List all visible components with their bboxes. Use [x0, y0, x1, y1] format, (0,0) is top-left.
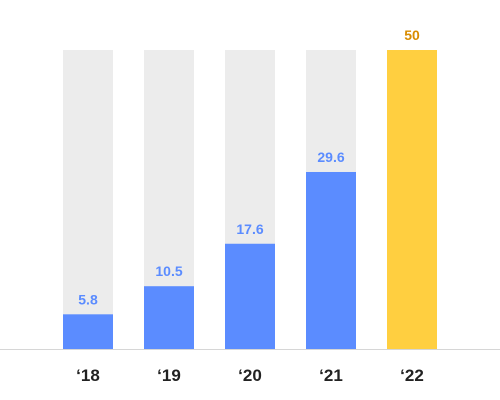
value-labels: 5.8 10.5 17.6 29.6 50 [78, 27, 420, 307]
x-tick-label: ‘21 [319, 366, 343, 385]
data-label: 29.6 [317, 149, 344, 165]
x-tick-labels: ‘18 ‘19 ‘20 ‘21 ‘22 [76, 366, 424, 385]
x-tick-label: ‘20 [238, 366, 262, 385]
bar [225, 243, 275, 349]
bar [144, 286, 194, 349]
x-tick-label: ‘22 [400, 366, 424, 385]
bar [306, 171, 356, 349]
data-label: 17.6 [236, 221, 263, 237]
bar-track [63, 50, 113, 349]
data-label: 10.5 [155, 263, 182, 279]
bar [387, 50, 437, 349]
data-label: 50 [404, 27, 420, 43]
x-tick-label: ‘18 [76, 366, 100, 385]
bar [63, 314, 113, 349]
data-label: 5.8 [78, 291, 98, 307]
x-tick-label: ‘19 [157, 366, 181, 385]
bars [63, 50, 437, 349]
